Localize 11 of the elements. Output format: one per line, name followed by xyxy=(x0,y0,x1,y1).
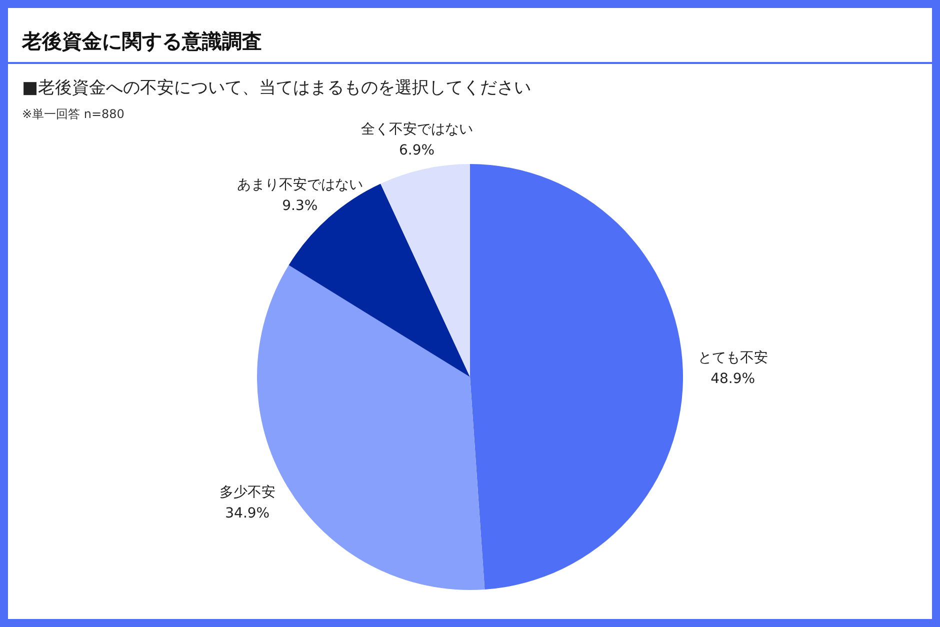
chart-subtitle: ■老後資金への不安について、当てはまるものを選択してください xyxy=(22,77,532,99)
data-label: 34.9% xyxy=(225,505,270,522)
data-label: 6.9% xyxy=(399,142,435,158)
text: ※単一回答 n=880 xyxy=(22,106,124,123)
data-label: 48.9% xyxy=(710,371,756,388)
chart-title: 老後資金に関する意識調査 xyxy=(22,28,262,55)
slice-label: 全く不安ではない xyxy=(360,121,473,138)
slice-label: あまり不安ではない xyxy=(236,176,363,193)
slice-label: 多少不安 xyxy=(219,484,276,500)
slice-label: とても不安 xyxy=(698,350,768,366)
data-label: 9.3% xyxy=(282,198,318,214)
